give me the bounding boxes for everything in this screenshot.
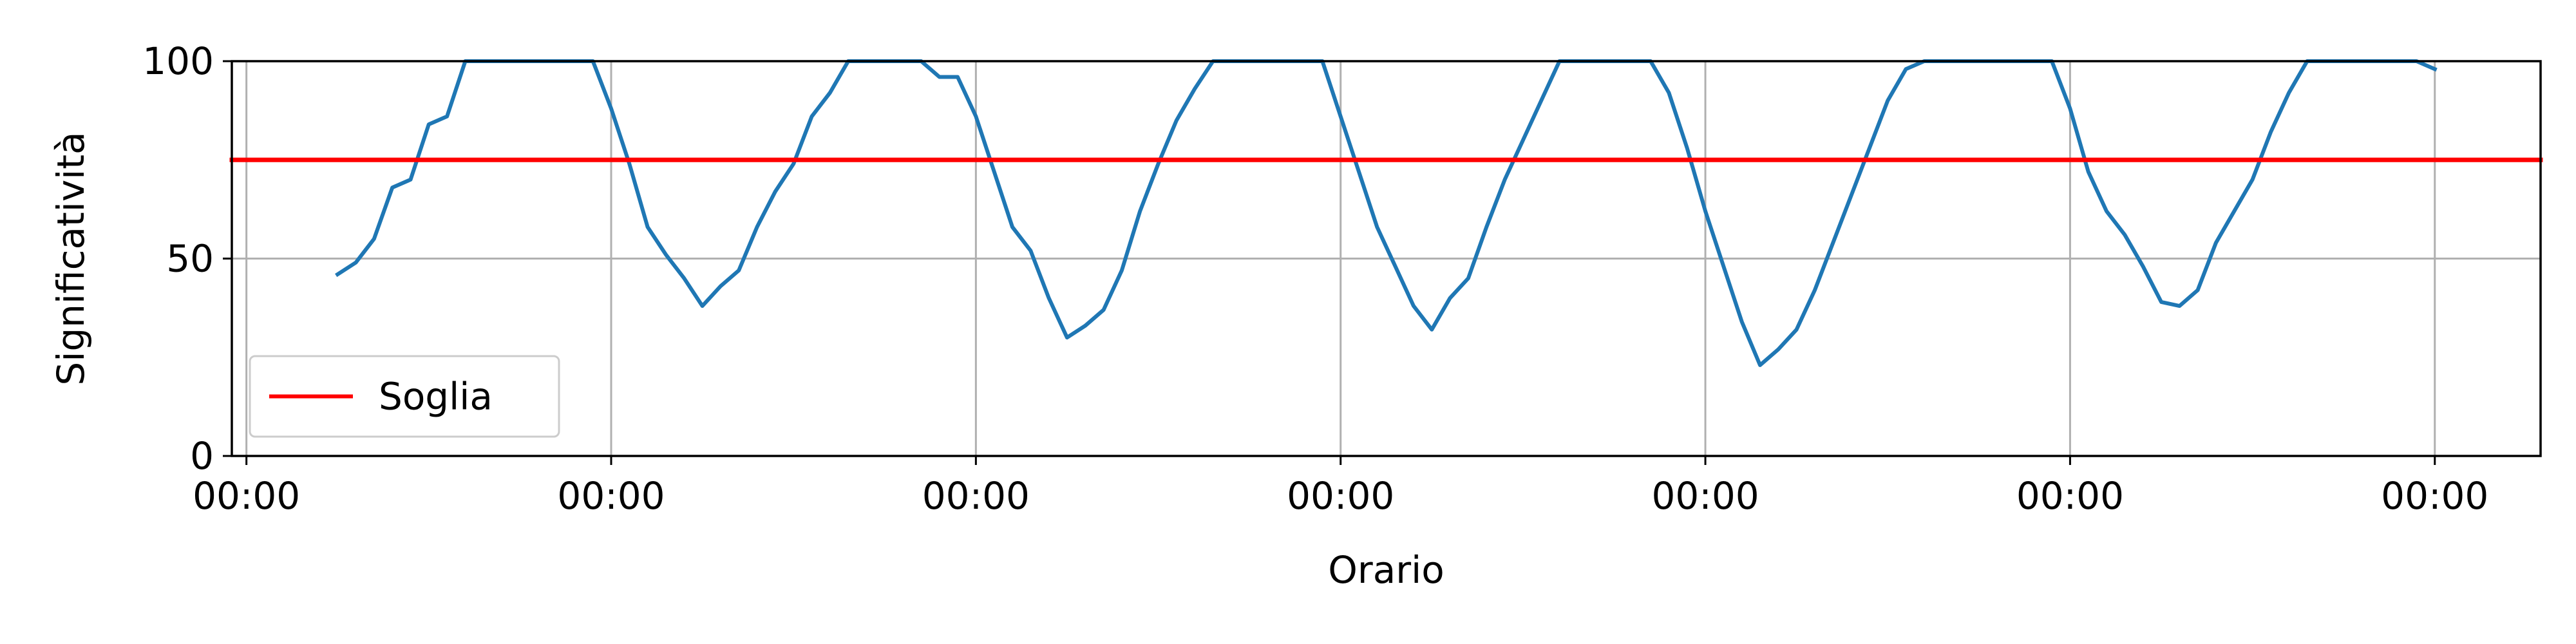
x-tick-label: 00:00: [193, 474, 300, 518]
y-tick-label: 50: [166, 237, 214, 281]
legend-label: Soglia: [379, 375, 493, 419]
x-axis-label: Orario: [1328, 548, 1444, 592]
legend-box: [249, 355, 560, 438]
x-tick-label: 00:00: [2016, 474, 2124, 518]
y-tick-label: 0: [190, 434, 214, 478]
x-tick-label: 00:00: [557, 474, 665, 518]
y-axis: 0 50 100: [142, 39, 232, 478]
x-axis: 00:00 00:00 00:00 00:00 00:00 00:00 00:00: [193, 456, 2488, 518]
x-tick-label: 00:00: [922, 474, 1030, 518]
x-tick-label: 00:00: [2381, 474, 2488, 518]
series-layer: [229, 59, 2543, 367]
x-tick-label: 00:00: [1287, 474, 1394, 518]
y-tick-label: 100: [142, 39, 214, 83]
y-axis-label: Significatività: [49, 131, 93, 385]
legend: Soglia: [249, 355, 560, 438]
x-tick-label: 00:00: [1651, 474, 1759, 518]
plot-area: [229, 59, 2543, 457]
